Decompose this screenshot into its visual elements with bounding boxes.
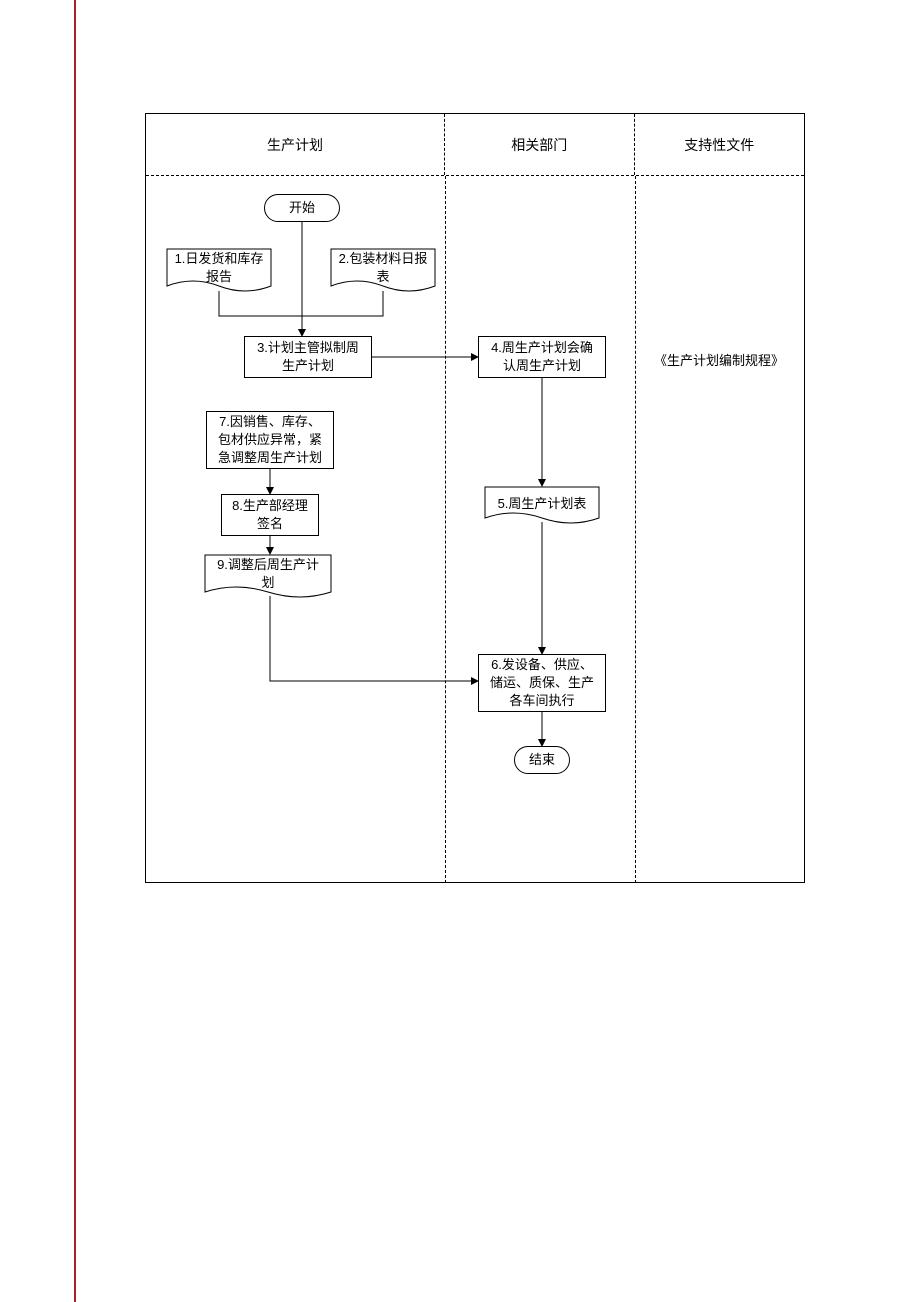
lane-divider-1 (445, 176, 446, 883)
node-6: 6.发设备、供应、储运、质保、生产各车间执行 (478, 654, 606, 712)
node-7: 7.因销售、库存、包材供应异常，紧急调整周生产计划 (206, 411, 334, 469)
node-start: 开始 (264, 194, 340, 222)
node-9-doc: 9.调整后周生产计划 (204, 554, 332, 602)
support-document: 《生产计划编制规程》 (654, 350, 784, 369)
lane-divider-2 (635, 176, 636, 883)
node-end: 结束 (514, 746, 570, 774)
node-3: 3.计划主管拟制周生产计划 (244, 336, 372, 378)
header-col2: 相关部门 (445, 114, 634, 175)
node-1-doc: 1.日发货和库存报告 (166, 248, 272, 296)
node-8: 8.生产部经理签名 (221, 494, 319, 536)
left-margin-bar (74, 0, 76, 1302)
node-2-doc: 2.包装材料日报表 (330, 248, 436, 296)
flowchart-container: 生产计划 相关部门 支持性文件 (145, 113, 805, 883)
node-5-doc: 5.周生产计划表 (484, 486, 600, 528)
header-col1: 生产计划 (146, 114, 445, 175)
header-col3: 支持性文件 (635, 114, 804, 175)
flowchart-body: 开始 1.日发货和库存报告 2.包装材料日报表 3.计划主管拟制周生产计划 4.… (146, 176, 804, 883)
node-4: 4.周生产计划会确认周生产计划 (478, 336, 606, 378)
swimlane-headers: 生产计划 相关部门 支持性文件 (146, 114, 804, 176)
